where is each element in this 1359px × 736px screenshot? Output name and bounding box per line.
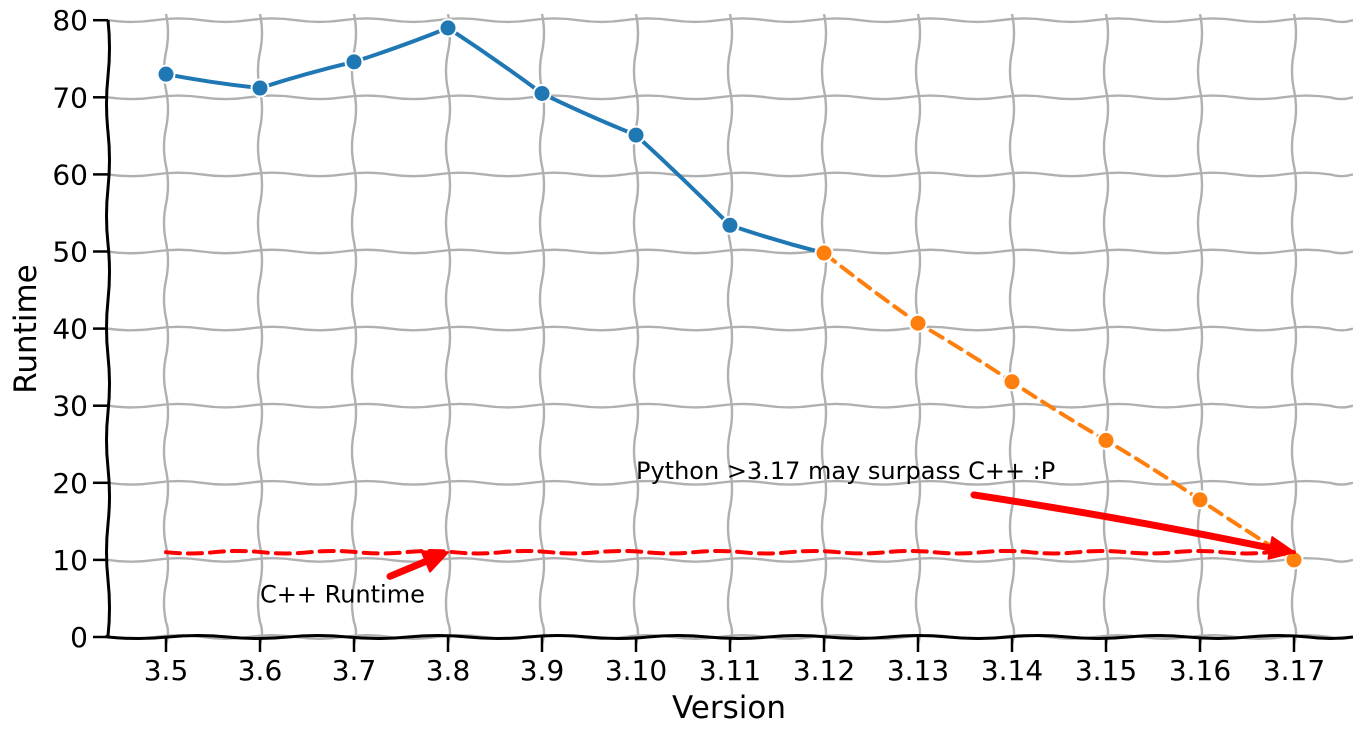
grid-line-x bbox=[726, 14, 734, 644]
y-tick-label: 0 bbox=[70, 621, 88, 654]
axes bbox=[105, 19, 1354, 640]
tick-labels: 0 10 20 30 40 50 60 70 80 3.5 3.6 3.7 3.8 3.9 3.10 3.11… bbox=[52, 4, 1325, 687]
series-line-2 bbox=[822, 251, 1296, 562]
series-line-1 bbox=[164, 25, 826, 256]
data-point-2 bbox=[908, 313, 928, 333]
x-tick-label: 3.10 bbox=[605, 654, 667, 687]
grid-line-y bbox=[108, 479, 1353, 486]
annotation-arrow-2 bbox=[970, 491, 1274, 552]
grid-line-y bbox=[108, 402, 1353, 409]
data-point-2 bbox=[1190, 490, 1210, 510]
grid-line-x bbox=[444, 14, 452, 644]
grid-line-y bbox=[108, 325, 1353, 332]
data-point-1 bbox=[720, 215, 740, 235]
x-axis-line bbox=[107, 634, 1354, 640]
grid-line-y bbox=[108, 94, 1353, 101]
y-tick-label: 40 bbox=[52, 313, 88, 346]
x-tick-label: 3.9 bbox=[520, 654, 565, 687]
x-tick-label: 3.11 bbox=[699, 654, 761, 687]
data-point-1 bbox=[156, 64, 176, 84]
y-tick-label: 60 bbox=[52, 158, 88, 191]
x-tick-label: 3.6 bbox=[238, 654, 283, 687]
grid-line-x bbox=[820, 14, 828, 644]
y-tick-label: 50 bbox=[52, 236, 88, 269]
grid-line-x bbox=[538, 14, 546, 644]
annotation-arrowhead-2 bbox=[1267, 536, 1295, 560]
x-tick-label: 3.15 bbox=[1075, 654, 1137, 687]
y-axis-line bbox=[105, 19, 111, 639]
grid-line-y bbox=[108, 17, 1353, 24]
data-point-2 bbox=[1096, 430, 1116, 450]
x-tick-label: 3.17 bbox=[1263, 654, 1325, 687]
grid-line-x bbox=[1102, 14, 1110, 644]
grid-line-y bbox=[108, 556, 1353, 563]
grid-lines bbox=[108, 14, 1353, 644]
series-line-3 bbox=[164, 548, 1296, 556]
x-tick-label: 3.14 bbox=[981, 654, 1043, 687]
data-point-1 bbox=[532, 83, 552, 103]
x-tick-label: 3.7 bbox=[332, 654, 377, 687]
grid-line-x bbox=[256, 14, 264, 644]
grid-line-x bbox=[1290, 14, 1298, 644]
y-tick-label: 70 bbox=[52, 81, 88, 114]
grid-line-y bbox=[108, 171, 1353, 178]
x-tick-label: 3.16 bbox=[1169, 654, 1231, 687]
annotation-arrow-1 bbox=[386, 557, 430, 580]
data-point-2 bbox=[814, 243, 834, 263]
x-tick-label: 3.12 bbox=[793, 654, 855, 687]
annotation-text-1: C++ Runtime bbox=[260, 580, 425, 608]
grid-line-y bbox=[108, 634, 1353, 640]
grid-line-y bbox=[108, 248, 1353, 255]
data-point-1 bbox=[438, 18, 458, 38]
annotation-arrowhead-1 bbox=[420, 550, 449, 573]
annotation-text-2: Python >3.17 may surpass C++ :P bbox=[636, 457, 1055, 485]
x-axis-title: Version bbox=[672, 690, 786, 726]
annotations: C++ Runtime Python >3.17 may surpass C++ … bbox=[260, 457, 1295, 608]
y-tick-label: 20 bbox=[52, 467, 88, 500]
y-axis-title: Runtime bbox=[8, 264, 44, 393]
data-point-1 bbox=[626, 125, 646, 145]
grid-line-x bbox=[162, 14, 170, 644]
grid-line-x bbox=[350, 14, 358, 644]
data-point-2 bbox=[1002, 372, 1022, 392]
x-tick-label: 3.13 bbox=[887, 654, 949, 687]
y-tick-label: 80 bbox=[52, 4, 88, 37]
x-tick-label: 3.5 bbox=[144, 654, 189, 687]
data-point-1 bbox=[250, 78, 270, 98]
x-tick-label: 3.8 bbox=[426, 654, 471, 687]
grid-line-x bbox=[632, 14, 640, 644]
series-lines bbox=[156, 18, 1304, 570]
data-point-1 bbox=[344, 52, 364, 72]
y-tick-label: 10 bbox=[52, 544, 88, 577]
y-tick-label: 30 bbox=[52, 390, 88, 423]
